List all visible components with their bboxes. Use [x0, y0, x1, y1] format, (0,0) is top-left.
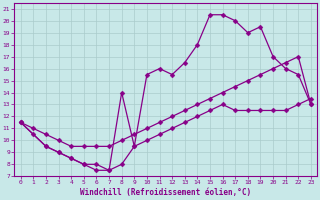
- X-axis label: Windchill (Refroidissement éolien,°C): Windchill (Refroidissement éolien,°C): [80, 188, 252, 197]
